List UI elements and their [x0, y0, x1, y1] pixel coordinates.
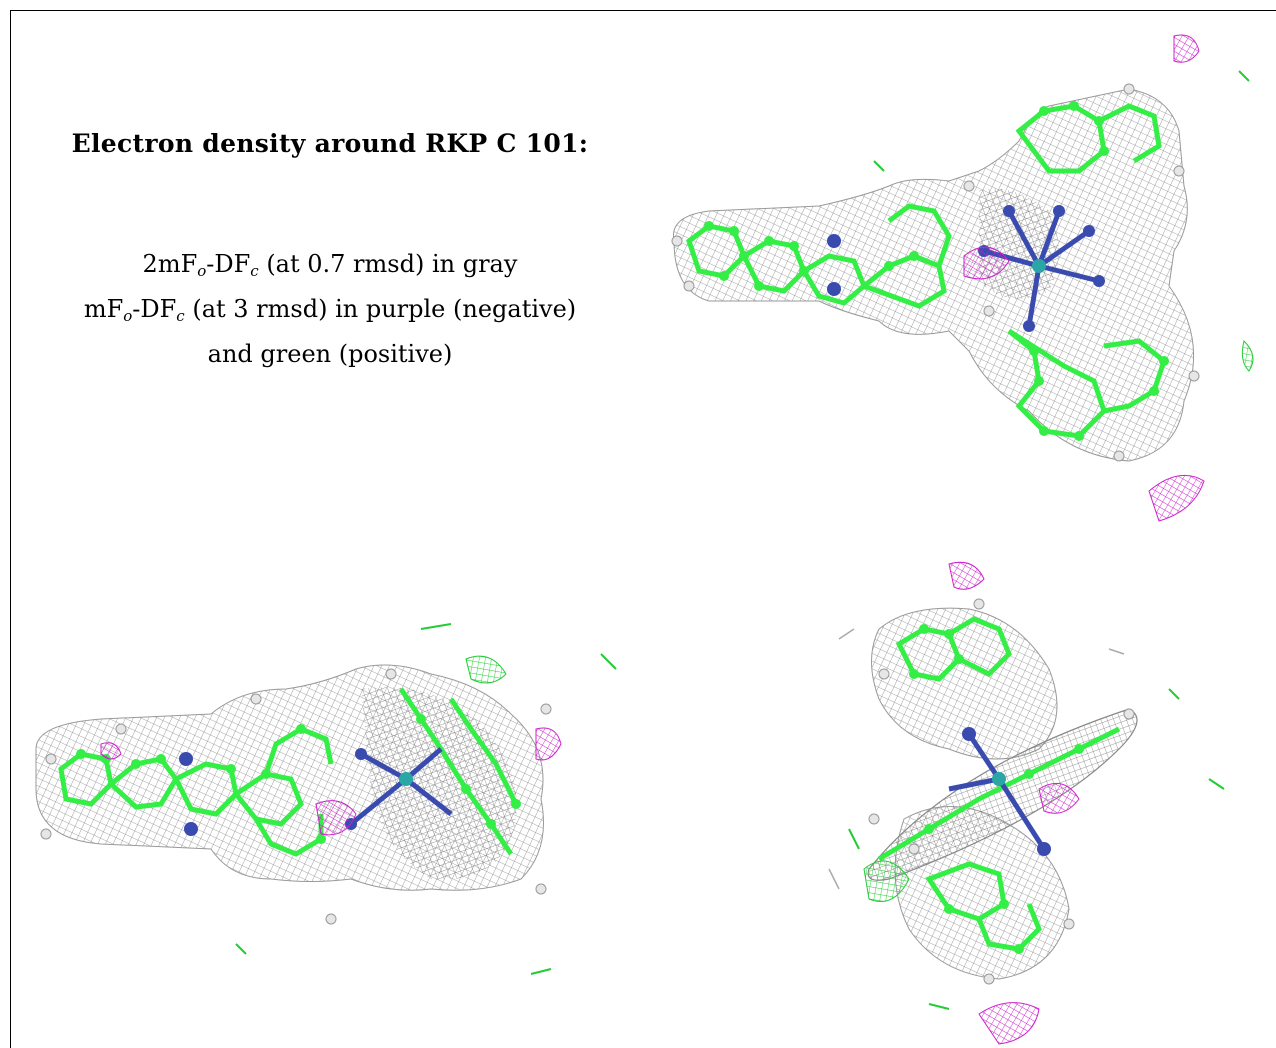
difference-density-blobs	[100, 623, 617, 975]
legend-line-1: 2mFo-DFc (at 0.7 rmsd) in gray	[142, 250, 518, 280]
figure-grid: Electron density around RKP C 101: 2mFo-…	[10, 10, 1276, 1048]
legend-text: 2mFo-DFc (at 0.7 rmsd) in gray mFo-DFc (…	[11, 245, 649, 373]
metal-bonds	[349, 747, 453, 826]
legend-line-2: mFo-DFc (at 3 rmsd) in purple (negative)	[83, 295, 577, 325]
metal-atom	[399, 772, 413, 786]
density-render-side	[35, 623, 617, 975]
metal-atom	[992, 772, 1006, 786]
molecule-view-edge	[649, 549, 1276, 1048]
density-render-edge	[828, 561, 1225, 1045]
atoms	[868, 598, 1135, 985]
atoms	[671, 83, 1200, 462]
caption-cell: Electron density around RKP C 101: 2mFo-…	[10, 10, 650, 550]
figure-title: Electron density around RKP C 101:	[71, 129, 589, 158]
legend-line-3: and green (positive)	[207, 340, 453, 368]
difference-density-blobs	[873, 34, 1254, 522]
molecule-view-side	[10, 549, 650, 1048]
atoms	[40, 668, 552, 925]
density-render-top	[671, 34, 1254, 522]
molecule-view-top	[649, 10, 1276, 550]
metal-bonds	[948, 732, 1047, 851]
metal-atom	[1032, 259, 1046, 273]
difference-density-blobs	[828, 561, 1225, 1045]
